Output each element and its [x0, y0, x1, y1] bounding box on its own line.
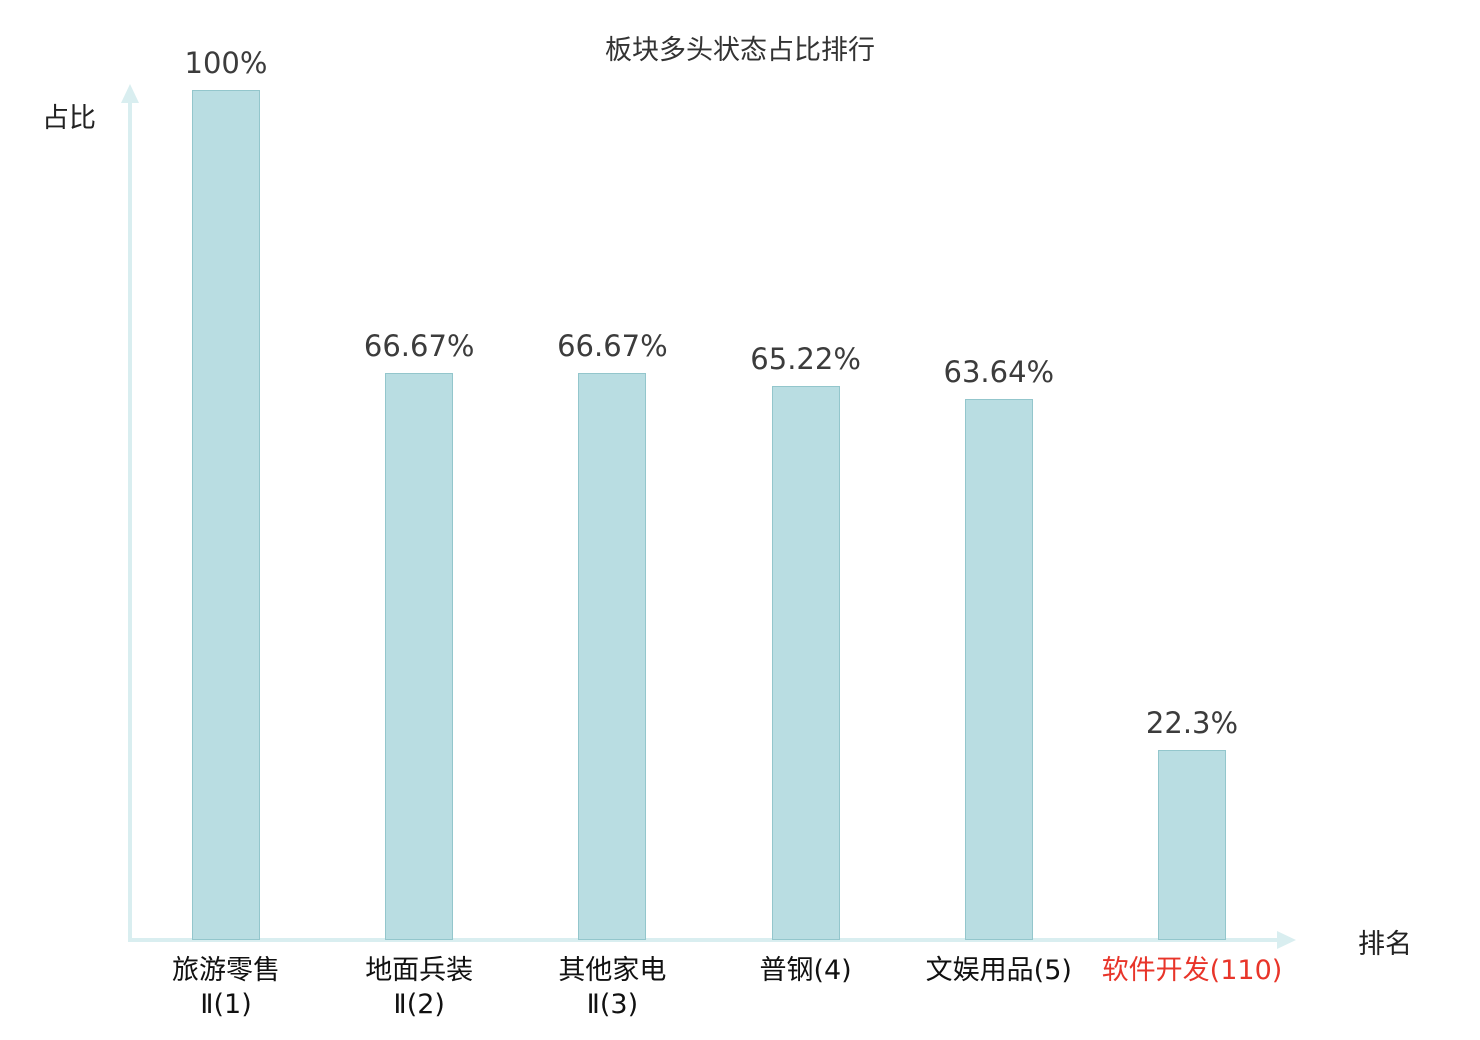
- bar-category-label-line: Ⅱ(2): [393, 988, 445, 1020]
- bar-value-label: 66.67%: [363, 329, 475, 363]
- chart-title: 板块多头状态占比排行: [605, 35, 875, 66]
- bar-category-label: 旅游零售 Ⅱ(1): [76, 954, 376, 1022]
- x-axis-arrow-icon: [1277, 931, 1296, 949]
- bar: [1158, 750, 1226, 940]
- bar-value-label: 63.64%: [943, 355, 1055, 389]
- bar-value-label: 66.67%: [557, 329, 668, 363]
- bar-category-label: 地面兵装 Ⅱ(2): [269, 954, 569, 1022]
- bar-category-label-line: 其他家电: [558, 955, 667, 986]
- bar-category-label-line: 旅游零售: [172, 955, 280, 986]
- bar: [771, 386, 840, 940]
- bar-value-label: 22.3%: [1145, 706, 1239, 740]
- bar-category-label-line: 普钢(4): [759, 955, 852, 986]
- bar-category-label-line: 文娱用品(5): [925, 955, 1072, 986]
- bar: [385, 373, 454, 940]
- bar-category-label-line: 软件开发(110): [1101, 955, 1283, 986]
- bar-category-label: 其他家电 Ⅱ(3): [462, 954, 762, 1022]
- bar-value-label: 65.22%: [750, 342, 861, 376]
- x-axis-label: 排名: [1358, 929, 1412, 960]
- bar: [578, 373, 647, 940]
- bar-value-label: 100%: [184, 46, 268, 80]
- y-axis-label: 占比: [42, 103, 96, 134]
- bar: [192, 90, 260, 940]
- bar-category-label: 文娱用品(5): [849, 954, 1149, 988]
- bar-category-label: 软件开发(110): [1042, 954, 1342, 988]
- bar-category-label: 普钢(4): [656, 954, 956, 988]
- bar: [964, 399, 1033, 940]
- y-axis-arrow-icon: [121, 84, 139, 103]
- bar-category-label-line: 地面兵装: [365, 955, 474, 986]
- bar-category-label-line: Ⅱ(1): [200, 988, 252, 1020]
- bar-category-label-line: Ⅱ(3): [586, 988, 639, 1020]
